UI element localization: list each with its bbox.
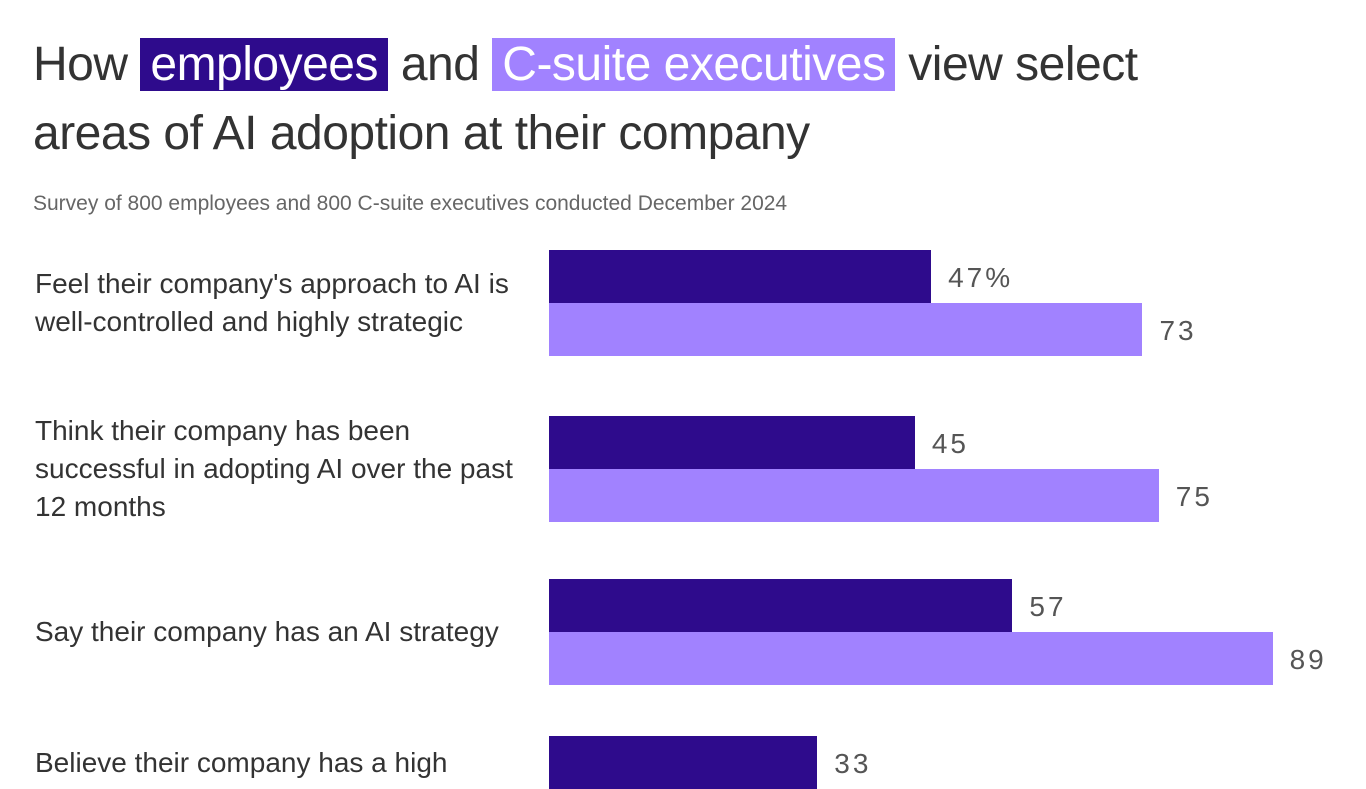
legend-c-suite: C-suite executives (492, 38, 896, 91)
bar-c-suite (549, 303, 1143, 356)
value-label: 75 (1175, 480, 1213, 512)
chart-subtitle: Survey of 800 employees and 800 C-suite … (33, 192, 788, 215)
bar-employees (549, 416, 915, 469)
title-text: and (400, 38, 480, 91)
legend-employees: employees (140, 38, 388, 91)
category-label: Feel their company's approach to AI is w… (35, 268, 509, 337)
value-label: 33 (834, 747, 872, 779)
category-label: Say their company has an AI strategy (35, 616, 499, 647)
category-label: Believe their company has a high (35, 747, 448, 778)
title-text: How (33, 38, 128, 91)
value-label: 45 (931, 427, 969, 459)
bar-c-suite (549, 469, 1159, 522)
bar-chart: Feel their company's approach to AI is w… (35, 250, 1327, 789)
value-label: 57 (1029, 590, 1067, 622)
bar-employees (549, 250, 932, 303)
bar-employees (549, 579, 1013, 632)
chart-title: How employees and C-suite executives vie… (33, 30, 1353, 168)
bar-c-suite (549, 632, 1273, 685)
bar-employees (549, 736, 818, 789)
value-label: 47% (948, 261, 1014, 293)
category-label: Think their company has been successful … (35, 415, 513, 522)
title-text: areas of AI adoption at their company (33, 107, 810, 160)
title-text: view select (908, 38, 1138, 91)
value-label: 89 (1289, 643, 1327, 675)
value-label: 73 (1159, 314, 1197, 346)
